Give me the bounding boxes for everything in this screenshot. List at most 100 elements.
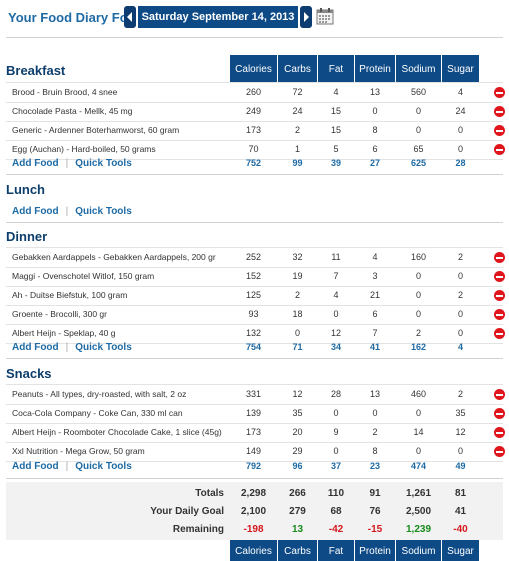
link-separator: | (65, 341, 69, 353)
delete-icon[interactable] (494, 427, 505, 438)
delete-icon[interactable] (494, 271, 505, 282)
nutrient-sugar: 24 (455, 106, 466, 116)
food-entry-name[interactable]: Peanuts - All types, dry-roasted, with s… (12, 389, 187, 399)
row-divider (6, 267, 503, 268)
previous-day-button[interactable] (124, 6, 136, 28)
meal-total-sugar: 49 (455, 461, 466, 471)
nutrient-fat: 5 (333, 144, 339, 154)
row-divider (6, 404, 503, 405)
quick-tools-link[interactable]: Quick Tools (75, 341, 132, 353)
meal-divider (6, 478, 503, 479)
add-food-link[interactable]: Add Food (12, 460, 59, 472)
next-day-button[interactable] (300, 6, 312, 28)
summary-totals-protein: 91 (369, 488, 381, 499)
food-entry-row: Albert Heijn - Speklap, 40 g 132 0 12 7 2 0 (6, 324, 505, 343)
delete-icon[interactable] (494, 389, 505, 400)
delete-icon[interactable] (494, 87, 505, 98)
food-entry-name[interactable]: Egg (Auchan) - Hard-boiled, 50 grams (12, 144, 156, 154)
food-entry-name[interactable]: Albert Heijn - Roomboter Chocolade Cake,… (12, 427, 222, 437)
link-separator: | (65, 205, 69, 217)
nutrient-calories: 125 (245, 290, 262, 300)
current-date[interactable]: Saturday September 14, 2013 (138, 6, 298, 28)
quick-tools-link[interactable]: Quick Tools (75, 157, 132, 169)
nutrient-carbs: 29 (292, 446, 303, 456)
row-divider (6, 247, 503, 248)
food-entry-name[interactable]: Coca-Cola Company - Coke Can, 330 ml can (12, 408, 183, 418)
meal-total-sodium: 474 (410, 461, 427, 471)
nutrient-protein: 8 (372, 446, 378, 456)
meal-total-sodium: 625 (410, 158, 427, 168)
column-header-calories: Calories (230, 55, 277, 83)
nutrient-protein: 2 (372, 427, 378, 437)
food-entry-name[interactable]: Groente - Brocolli, 300 gr (12, 309, 107, 319)
summary-background (6, 482, 503, 540)
meal-total-fat: 39 (330, 158, 341, 168)
food-entry-name[interactable]: Xxl Nutrition - Mega Grow, 50 gram (12, 446, 145, 456)
delete-icon[interactable] (494, 106, 505, 117)
meal-total-carbs: 96 (292, 461, 303, 471)
quick-tools-link[interactable]: Quick Tools (75, 205, 132, 217)
delete-icon[interactable] (494, 252, 505, 263)
nutrient-calories: 331 (245, 389, 262, 399)
add-food-link[interactable]: Add Food (12, 341, 59, 353)
nutrient-fat: 28 (330, 389, 341, 399)
nutrient-sugar: 12 (455, 427, 466, 437)
add-food-link[interactable]: Add Food (12, 205, 59, 217)
nutrient-sugar: 0 (457, 309, 463, 319)
delete-icon[interactable] (494, 446, 505, 457)
nutrient-calories: 173 (245, 427, 262, 437)
summary-label-goal: Your Daily Goal (150, 506, 224, 517)
quick-tools-link[interactable]: Quick Tools (75, 460, 132, 472)
food-entry-name[interactable]: Generic - Ardenner Boterhamworst, 60 gra… (12, 125, 180, 135)
food-entry-name[interactable]: Chocolade Pasta - Mellk, 45 mg (12, 106, 133, 116)
food-entry-name[interactable]: Brood - Bruin Brood, 4 snee (12, 87, 118, 97)
nutrient-sugar: 4 (457, 87, 463, 97)
food-entry-name[interactable]: Ah - Duitse Biefstuk, 100 gram (12, 290, 128, 300)
nutrient-protein: 3 (372, 271, 378, 281)
summary-remaining-sugar: -40 (453, 524, 468, 535)
calendar-icon[interactable] (316, 7, 334, 25)
column-header-protein: Protein (355, 55, 395, 83)
delete-icon[interactable] (494, 125, 505, 136)
meal-divider (6, 358, 503, 359)
food-entry-row: Generic - Ardenner Boterhamworst, 60 gra… (6, 121, 505, 140)
nutrient-carbs: 1 (294, 144, 300, 154)
column-header-carbs: Carbs (278, 55, 317, 83)
nutrient-calories: 173 (245, 125, 262, 135)
nutrient-carbs: 2 (294, 290, 300, 300)
delete-icon[interactable] (494, 328, 505, 339)
nutrient-sodium: 2 (415, 328, 421, 338)
food-entry-row: Ah - Duitse Biefstuk, 100 gram 125 2 4 21 0 2 (6, 286, 505, 305)
delete-icon[interactable] (494, 290, 505, 301)
summary-remaining-calories: -198 (243, 524, 264, 535)
delete-icon[interactable] (494, 309, 505, 320)
food-entry-name[interactable]: Gebakken Aardappels - Gebakken Aardappel… (12, 252, 216, 262)
row-divider (6, 461, 503, 462)
column-header-carbs: Carbs (278, 540, 317, 561)
food-entry-name[interactable]: Albert Heijn - Speklap, 40 g (12, 328, 116, 338)
nutrient-protein: 21 (369, 290, 380, 300)
summary-goal-carbs: 279 (289, 506, 306, 517)
column-header-fat: Fat (318, 540, 354, 561)
add-food-link[interactable]: Add Food (12, 157, 59, 169)
nutrient-carbs: 12 (292, 389, 303, 399)
nutrient-carbs: 72 (292, 87, 303, 97)
chevron-left-icon (127, 12, 132, 22)
nutrient-sodium: 0 (415, 125, 421, 135)
column-header-protein: Protein (355, 540, 395, 561)
delete-icon[interactable] (494, 144, 505, 155)
summary-totals-fat: 110 (327, 488, 345, 499)
delete-icon[interactable] (494, 408, 505, 419)
row-divider (6, 384, 503, 385)
nutrient-protein: 13 (369, 389, 380, 399)
nutrient-carbs: 2 (294, 125, 300, 135)
summary-remaining-carbs: 13 (291, 524, 304, 535)
nutrient-protein: 0 (372, 408, 378, 418)
nutrient-calories: 70 (248, 144, 259, 154)
row-divider (6, 140, 503, 141)
nutrient-calories: 152 (245, 271, 262, 281)
food-entry-name[interactable]: Maggi - Ovenschotel Witlof, 150 gram (12, 271, 155, 281)
nutrient-sodium: 14 (413, 427, 424, 437)
food-entry-row: Brood - Bruin Brood, 4 snee 260 72 4 13 560 4 (6, 83, 505, 102)
nutrient-sugar: 2 (457, 389, 463, 399)
